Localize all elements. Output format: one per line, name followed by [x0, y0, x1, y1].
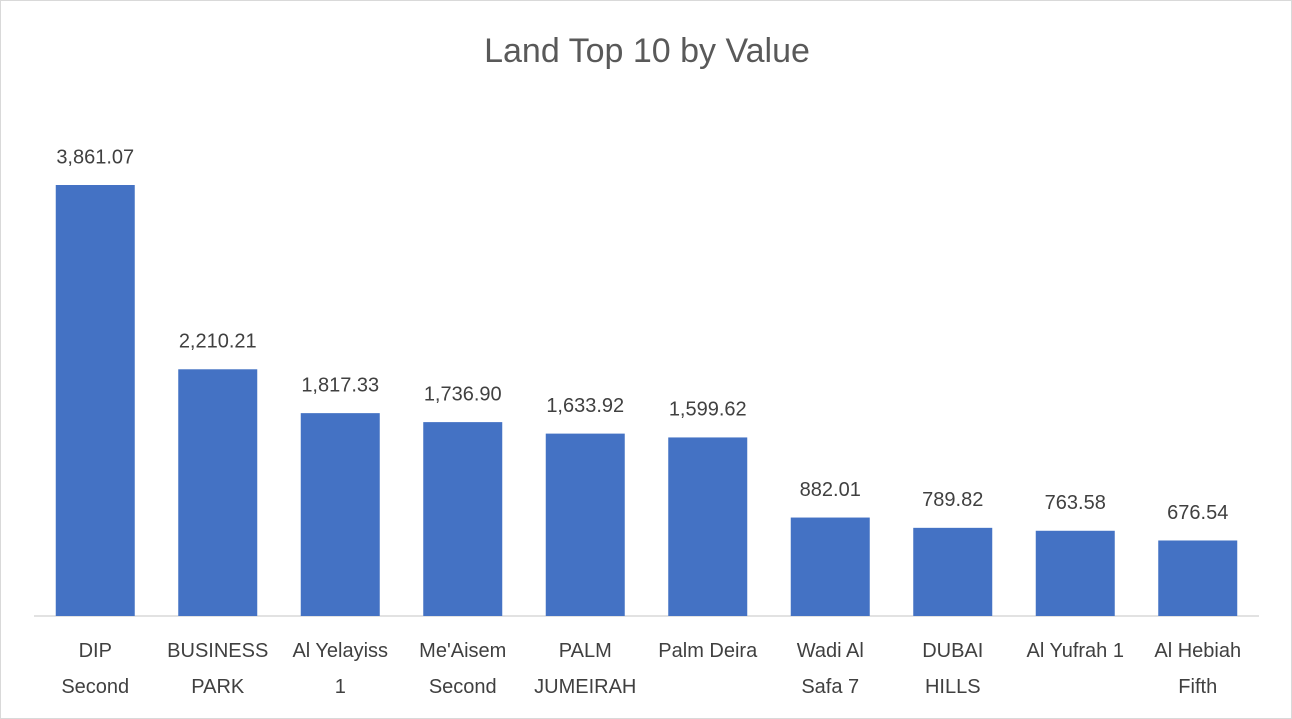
data-label: 763.58 [1045, 492, 1106, 514]
bar [1158, 540, 1238, 616]
x-tick-label: DUBAI HILLS [922, 640, 984, 698]
x-tick-label: Al Yelayiss 1 [292, 640, 389, 698]
x-tick-label: DIP Second [61, 640, 130, 698]
bar [913, 527, 993, 616]
bar [545, 433, 625, 616]
chart-title: Land Top 10 by Value [484, 32, 810, 70]
x-tick-label: Palm Deira [658, 640, 758, 662]
x-tick-label: Al Yufrah 1 [1026, 640, 1124, 662]
bar [300, 413, 380, 616]
data-label: 1,633.92 [546, 395, 624, 417]
data-label: 1,599.62 [669, 399, 747, 421]
bar [668, 437, 748, 616]
data-label: 3,861.07 [56, 146, 134, 168]
x-tick-label: Al Hebiah Fifth [1154, 640, 1242, 698]
x-tick-label: BUSINESS PARK [167, 640, 269, 698]
data-label: 789.82 [922, 489, 983, 511]
data-label: 1,817.33 [301, 374, 379, 396]
bar [178, 369, 258, 616]
data-label: 882.01 [800, 479, 861, 501]
bar [423, 422, 503, 616]
x-tick-label: Me'Aisem Second [419, 640, 507, 698]
data-label: 676.54 [1167, 502, 1228, 524]
data-label: 1,736.90 [424, 383, 502, 405]
bar [790, 517, 870, 616]
data-label: 2,210.21 [179, 331, 257, 353]
x-tick-label: PALM JUMEIRAH [534, 640, 637, 698]
bar [55, 185, 135, 616]
bar [1035, 530, 1115, 616]
x-tick-label: Wadi Al Safa 7 [796, 640, 864, 698]
